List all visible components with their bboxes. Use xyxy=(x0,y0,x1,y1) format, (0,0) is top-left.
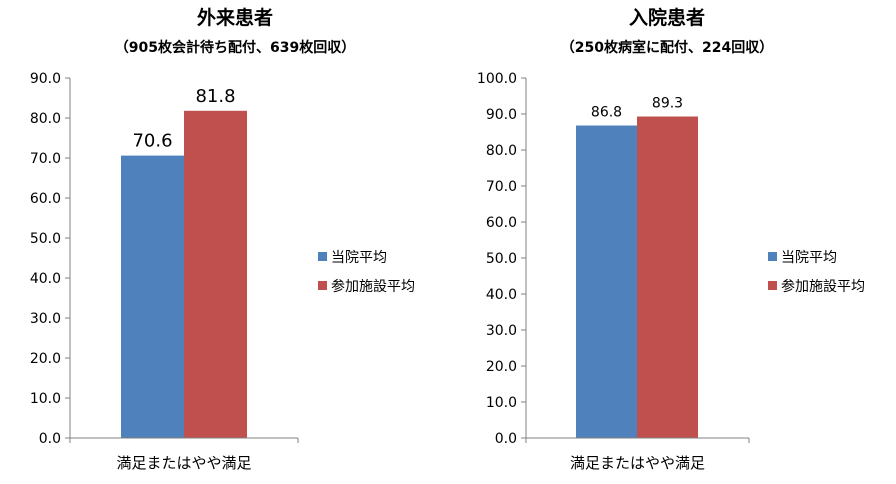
legend-label: 参加施設平均 xyxy=(781,278,865,295)
y-tick-label: 30.0 xyxy=(486,323,517,339)
y-tick-label: 30.0 xyxy=(30,311,61,327)
bar-participant-average xyxy=(637,116,698,439)
bar-participant-average xyxy=(184,110,247,439)
chart-title: 外来患者 xyxy=(197,6,273,29)
y-tick-label: 50.0 xyxy=(30,231,61,247)
data-label: 81.8 xyxy=(195,86,235,107)
y-tick-label: 100.0 xyxy=(477,71,517,87)
legend-swatch-blue xyxy=(768,252,777,261)
legend: 当院平均 参加施設平均 xyxy=(318,250,415,295)
plot-area: 86.8 89.3 0.0 10.0 20.0 30.0 40.0 50.0 60.0 70.0 8… xyxy=(477,71,750,472)
chart-title: 入院患者 xyxy=(629,6,705,29)
y-tick-label: 70.0 xyxy=(486,179,517,195)
legend-label: 当院平均 xyxy=(331,250,387,266)
y-tick-label: 10.0 xyxy=(30,391,61,407)
y-tick-label: 80.0 xyxy=(486,143,517,159)
y-tick-label: 60.0 xyxy=(486,215,517,231)
y-tick-label: 60.0 xyxy=(30,191,61,207)
legend-label: 参加施設平均 xyxy=(331,278,415,295)
data-label: 89.3 xyxy=(652,96,683,112)
legend: 当院平均 参加施設平均 xyxy=(768,250,865,295)
y-tick-label: 40.0 xyxy=(486,287,517,303)
y-tick-label: 70.0 xyxy=(30,151,61,167)
y-tick-label: 50.0 xyxy=(486,251,517,267)
legend-swatch-blue xyxy=(318,252,327,261)
legend-swatch-red xyxy=(768,281,777,290)
chart-subtitle: （250枚病室に配付、224回収） xyxy=(561,39,773,56)
bar-hospital-average xyxy=(576,125,637,439)
bar-hospital-average xyxy=(121,155,184,438)
category-label: 満足またはやや満足 xyxy=(570,454,705,472)
y-tick-label: 40.0 xyxy=(30,271,61,287)
legend-swatch-red xyxy=(318,281,327,290)
y-tick-label: 0.0 xyxy=(495,431,517,447)
y-tick-label: 90.0 xyxy=(486,107,517,123)
y-tick-label: 10.0 xyxy=(486,395,517,411)
outpatient-chart: 外来患者 （905枚会計待ち配付、639枚回収） 70.6 81.8 0.0 10.0… xyxy=(30,6,415,472)
data-label: 70.6 xyxy=(132,131,172,152)
y-tick-label: 90.0 xyxy=(30,71,61,87)
y-tick-label: 20.0 xyxy=(30,351,61,367)
y-tick-label: 20.0 xyxy=(486,359,517,375)
y-tick-label: 0.0 xyxy=(39,431,61,447)
data-label: 86.8 xyxy=(591,105,622,121)
plot-area: 70.6 81.8 0.0 10.0 20.0 30.0 40.0 50.0 60.0 70.0 8… xyxy=(30,71,299,472)
chart-subtitle: （905枚会計待ち配付、639枚回収） xyxy=(115,39,355,56)
inpatient-chart: 入院患者 （250枚病室に配付、224回収） 86.8 89.3 0.0 10.0 20… xyxy=(477,6,865,472)
legend-label: 当院平均 xyxy=(781,250,837,266)
category-label: 満足またはやや満足 xyxy=(116,454,251,472)
y-tick-label: 80.0 xyxy=(30,111,61,127)
